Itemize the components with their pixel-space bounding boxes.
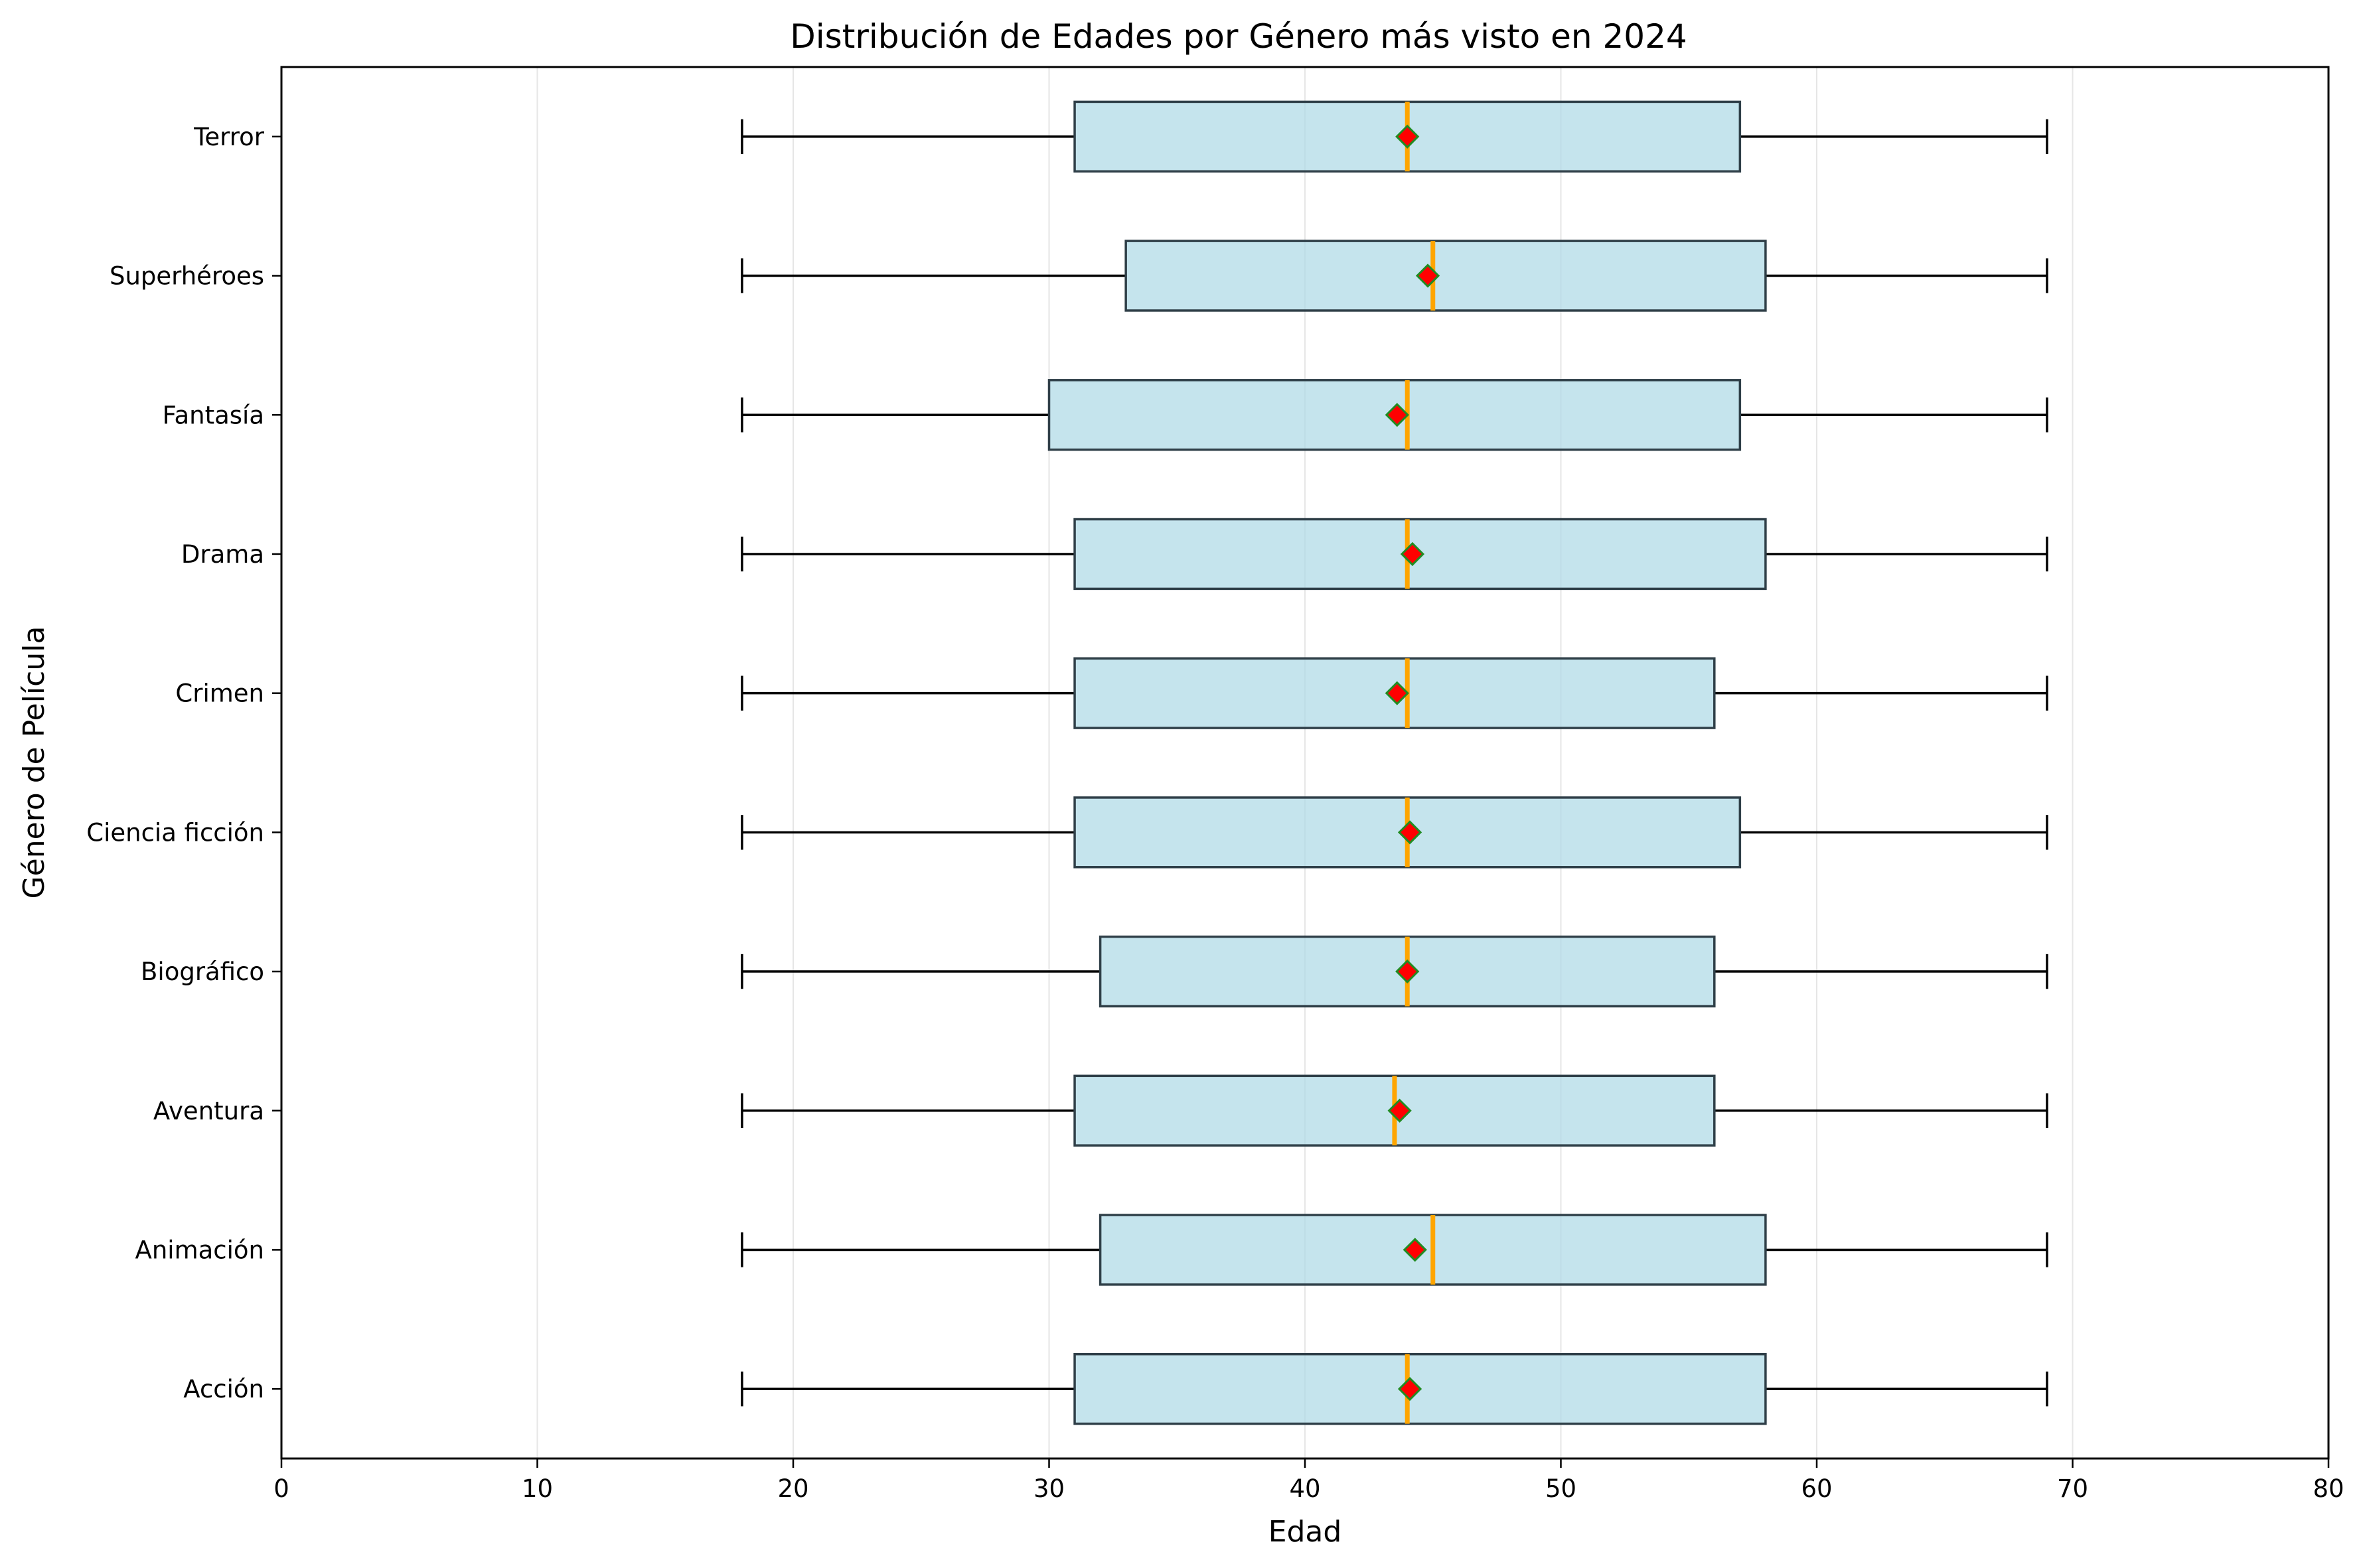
mean-marker (1397, 820, 1422, 845)
mean-marker (1415, 263, 1440, 288)
y-tick-label: Ciencia ficción (86, 818, 264, 847)
x-axis-label: Edad (1268, 1515, 1342, 1549)
mean-marker (1395, 959, 1420, 984)
x-tick-label: 70 (2057, 1474, 2088, 1503)
x-tick-label: 80 (2313, 1474, 2344, 1503)
x-tick-label: 10 (522, 1474, 553, 1503)
chart-title: Distribución de Edades por Género más vi… (790, 17, 1687, 56)
y-tick-label: Aventura (153, 1097, 264, 1125)
whiskers (741, 119, 2048, 1407)
y-axis-ticks: Acción Animación Aventura Biográfico Ciencia… (86, 123, 281, 1403)
mean-marker (1387, 1098, 1412, 1123)
mean-markers (1385, 124, 1440, 1401)
y-tick-label: Superhéroes (110, 262, 264, 291)
mean-marker (1400, 541, 1425, 567)
mean-marker (1403, 1238, 1427, 1262)
x-tick-label: 60 (1801, 1474, 1832, 1503)
iqr-box (1124, 240, 1767, 312)
y-tick-label: Terror (193, 123, 265, 151)
y-tick-label: Crimen (175, 679, 264, 708)
x-tick-label: 30 (1033, 1474, 1065, 1503)
mean-marker (1385, 681, 1409, 705)
mean-marker (1385, 403, 1409, 427)
y-tick-label: Biográfico (141, 958, 264, 986)
y-tick-label: Fantasía (163, 401, 264, 429)
x-tick-label: 40 (1289, 1474, 1320, 1503)
x-tick-label: 0 (273, 1474, 289, 1503)
y-axis-label: Género de Película (17, 626, 51, 899)
mean-marker (1397, 1377, 1422, 1401)
x-tick-label: 50 (1545, 1474, 1576, 1503)
x-axis-ticks: 0 10 20 30 40 50 60 70 80 (273, 1459, 2344, 1503)
boxes (1047, 100, 1767, 1425)
mean-marker (1395, 124, 1420, 149)
y-tick-label: Drama (181, 540, 264, 569)
x-tick-label: 20 (777, 1474, 808, 1503)
y-tick-label: Animación (135, 1236, 264, 1264)
y-tick-label: Acción (183, 1375, 264, 1403)
